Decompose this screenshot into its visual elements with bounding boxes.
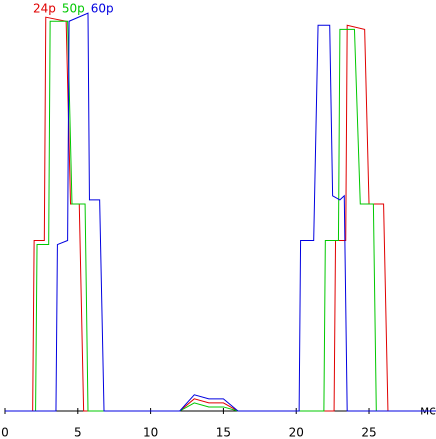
x-tick-label: 10 (143, 426, 158, 439)
x-tick-label: 15 (216, 426, 231, 439)
series-line (5, 16, 436, 412)
x-tick-label: 5 (74, 426, 82, 439)
legend-entry: 50p (62, 2, 85, 16)
series-line (5, 20, 436, 412)
legend-entry: 24p (33, 2, 56, 16)
x-tick-label: 0 (1, 426, 9, 439)
x-tick-label: 20 (289, 426, 304, 439)
legend-entry: 60p (91, 2, 114, 16)
x-tick-label: 25 (361, 426, 376, 439)
series-line (5, 12, 436, 412)
